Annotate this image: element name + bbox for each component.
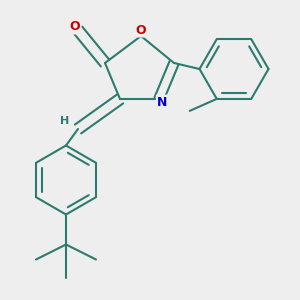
Text: N: N [157,95,167,109]
Text: H: H [60,116,69,127]
Text: O: O [70,20,80,34]
Text: O: O [136,23,146,37]
